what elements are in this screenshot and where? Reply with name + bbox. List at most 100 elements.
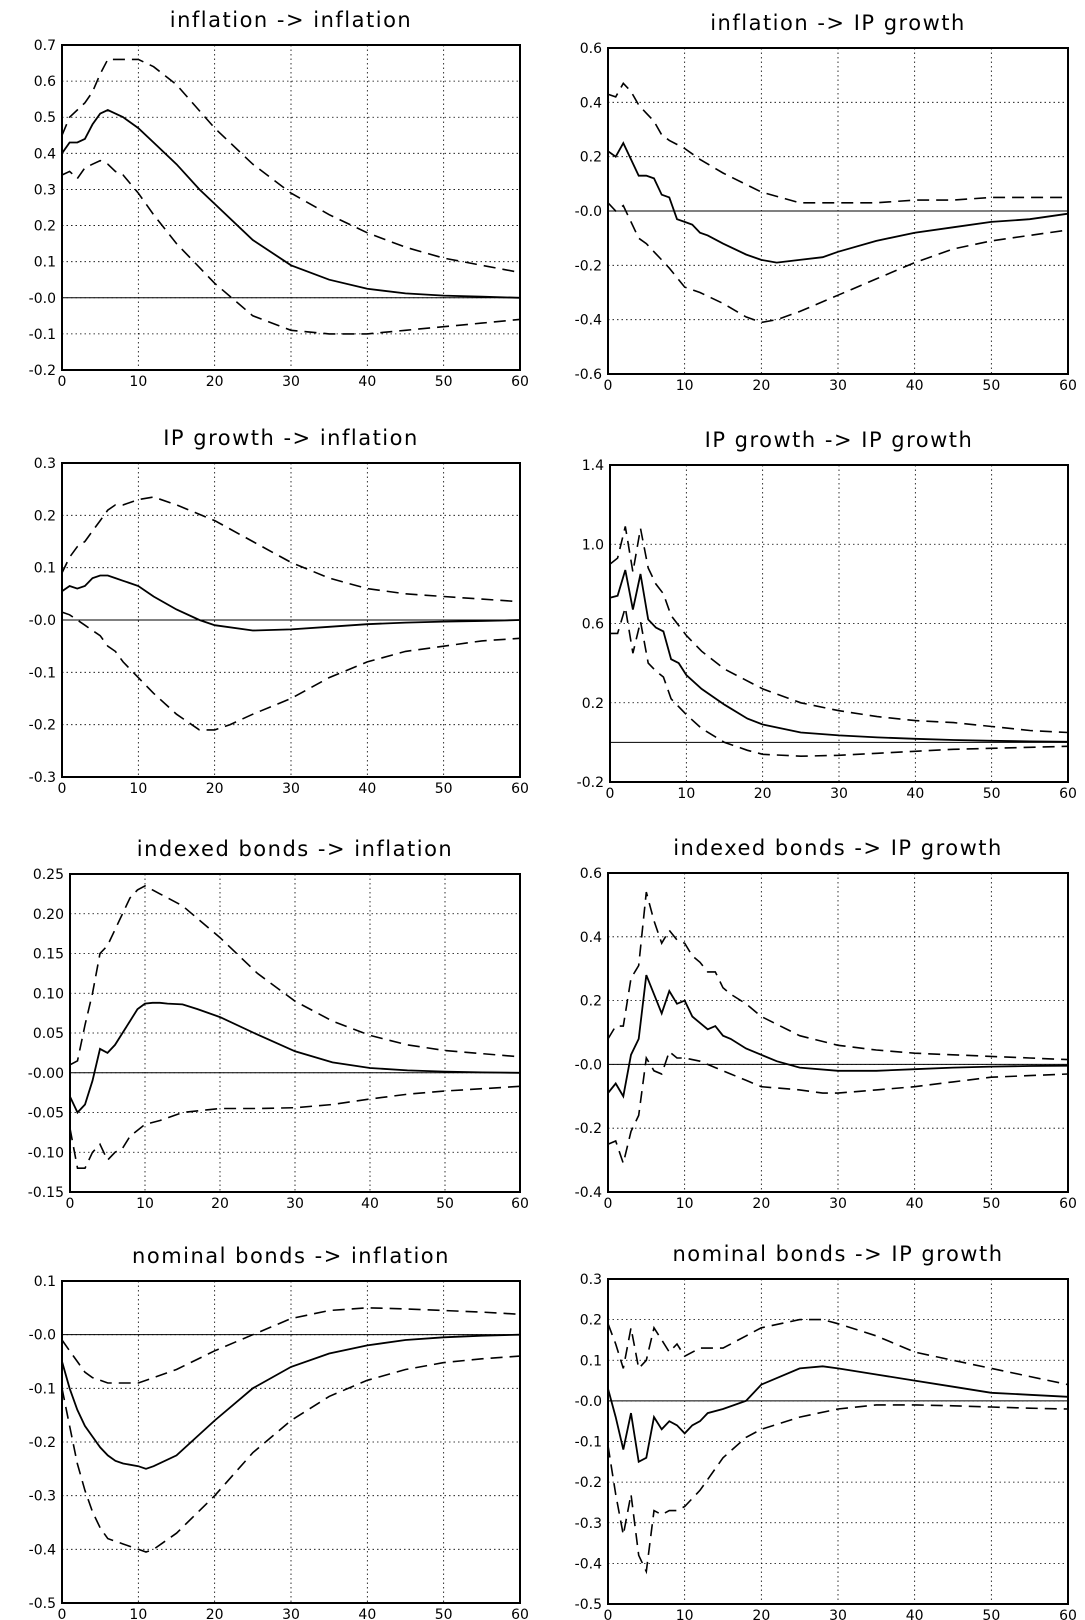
upper-confidence-band <box>69 884 521 1066</box>
x-tick-label: 50 <box>982 378 1000 394</box>
y-tick-label: 0.4 <box>580 930 602 946</box>
x-tick-label: 50 <box>982 1608 1000 1620</box>
y-tick-label: -0.2 <box>577 775 604 791</box>
x-tick-label: 60 <box>511 374 529 390</box>
impulse-response-line <box>609 569 1069 743</box>
x-tick-label: 20 <box>752 378 770 394</box>
y-tick-label: 0.20 <box>33 907 64 923</box>
plot-frame <box>61 1280 521 1604</box>
y-tick-label: -0.3 <box>29 770 56 786</box>
x-tick-label: 0 <box>604 1196 613 1212</box>
y-tick-label: 0.3 <box>34 456 56 472</box>
chart-panel-7: nominal bonds -> inflation 0 10 20 30 40 50 60 -… <box>29 1244 529 1620</box>
y-tick-label: 0.6 <box>34 74 56 90</box>
y-tick-label: 0.5 <box>34 110 56 126</box>
y-tick-label: 0.6 <box>580 866 602 882</box>
y-tick-label: -0.4 <box>575 1556 602 1572</box>
x-tick-label: 30 <box>282 1607 300 1620</box>
y-tick-label: -0.3 <box>575 1516 602 1532</box>
x-tick-label: 0 <box>66 1196 75 1212</box>
y-tick-label: -0.2 <box>575 1475 602 1491</box>
y-tick-label: 0.1 <box>34 561 56 577</box>
upper-confidence-band <box>607 891 1069 1061</box>
y-tick-label: 0.10 <box>33 986 64 1002</box>
chart-title: nominal bonds -> inflation <box>132 1244 450 1268</box>
x-tick-label: 40 <box>358 781 376 797</box>
plot-frame <box>607 47 1069 375</box>
x-tick-label: 50 <box>436 1196 454 1212</box>
y-tick-label: -0.0 <box>575 1394 602 1410</box>
lower-confidence-band <box>607 202 1069 324</box>
y-tick-label: -0.3 <box>29 1489 56 1505</box>
upper-confidence-band <box>607 81 1068 204</box>
x-tick-label: 20 <box>206 1607 224 1620</box>
x-tick-label: 40 <box>906 1608 924 1620</box>
chart-title: inflation -> inflation <box>170 8 412 32</box>
x-tick-label: 10 <box>676 378 694 394</box>
upper-confidence-band <box>61 496 521 603</box>
plot-frame <box>609 464 1069 783</box>
x-tick-label: 10 <box>129 781 147 797</box>
y-tick-label: -0.2 <box>29 1435 56 1451</box>
y-tick-label: 0.2 <box>580 1313 602 1329</box>
y-tick-label: -0.0 <box>575 1057 602 1073</box>
upper-confidence-band <box>61 1306 521 1384</box>
x-tick-label: 30 <box>282 781 300 797</box>
y-tick-label: -0.1 <box>29 665 56 681</box>
x-tick-label: 30 <box>282 374 300 390</box>
y-tick-label: 0.25 <box>33 867 64 883</box>
y-tick-label: -0.4 <box>29 1542 56 1558</box>
y-tick-label: 1.4 <box>582 458 604 474</box>
x-tick-label: 40 <box>906 1196 924 1212</box>
impulse-response-line <box>607 1365 1069 1464</box>
y-tick-label: -0.1 <box>29 327 56 343</box>
y-tick-label: -0.1 <box>29 1381 56 1397</box>
chart-title: nominal bonds -> IP growth <box>672 1242 1003 1266</box>
x-tick-label: 60 <box>1059 378 1077 394</box>
upper-confidence-band <box>607 1318 1069 1386</box>
x-tick-label: 10 <box>676 1608 694 1620</box>
x-tick-label: 20 <box>206 374 224 390</box>
x-tick-label: 0 <box>604 1608 613 1620</box>
y-tick-label: -0.0 <box>575 204 602 220</box>
x-tick-label: 50 <box>435 374 453 390</box>
x-tick-label: 30 <box>286 1196 304 1212</box>
x-tick-label: 60 <box>1059 1196 1077 1212</box>
y-tick-label: 0.1 <box>34 255 56 271</box>
y-tick-label: -0.0 <box>29 613 56 629</box>
x-tick-label: 20 <box>754 786 772 802</box>
lower-confidence-band <box>61 611 521 731</box>
chart-panel-2: inflation -> IP growth 0 10 20 30 40 50 60 -0.6 -… <box>575 11 1077 394</box>
y-tick-label: 0.6 <box>582 617 604 633</box>
chart-title: indexed bonds -> inflation <box>137 837 453 861</box>
y-tick-label: 0.05 <box>33 1026 64 1042</box>
y-tick-label: -0.00 <box>28 1066 64 1082</box>
x-tick-label: 0 <box>58 374 67 390</box>
y-tick-label: -0.05 <box>28 1106 64 1122</box>
y-tick-label: -0.5 <box>29 1596 56 1612</box>
x-tick-label: 50 <box>435 1607 453 1620</box>
upper-confidence-band <box>609 526 1069 734</box>
x-tick-label: 20 <box>211 1196 229 1212</box>
x-tick-label: 20 <box>206 781 224 797</box>
x-tick-label: 50 <box>982 1196 1000 1212</box>
y-tick-label: 0.2 <box>580 994 602 1010</box>
x-tick-label: 60 <box>1059 1608 1077 1620</box>
lower-confidence-band <box>61 159 521 335</box>
chart-title: inflation -> IP growth <box>710 11 966 35</box>
y-tick-label: -0.10 <box>28 1145 64 1161</box>
plot-frame <box>69 873 521 1193</box>
x-tick-label: 10 <box>136 1196 154 1212</box>
chart-panel-4: IP growth -> IP growth 0 10 20 30 40 50 60 -0.2 0… <box>577 428 1077 802</box>
y-tick-label: 1.0 <box>582 537 604 553</box>
x-tick-label: 20 <box>752 1608 770 1620</box>
y-tick-label: -0.5 <box>575 1597 602 1613</box>
chart-panel-3: IP growth -> inflation 0 10 20 30 40 50 60 -0.3 -… <box>29 426 529 797</box>
chart-panel-6: indexed bonds -> IP growth 0 10 20 30 40 50 60 -… <box>575 836 1077 1212</box>
plot-frame <box>607 1278 1069 1605</box>
y-tick-label: -0.4 <box>575 313 602 329</box>
chart-title: indexed bonds -> IP growth <box>673 836 1003 860</box>
y-tick-label: -0.0 <box>29 1328 56 1344</box>
plot-frame <box>607 872 1069 1193</box>
y-tick-label: 0.7 <box>34 38 56 54</box>
